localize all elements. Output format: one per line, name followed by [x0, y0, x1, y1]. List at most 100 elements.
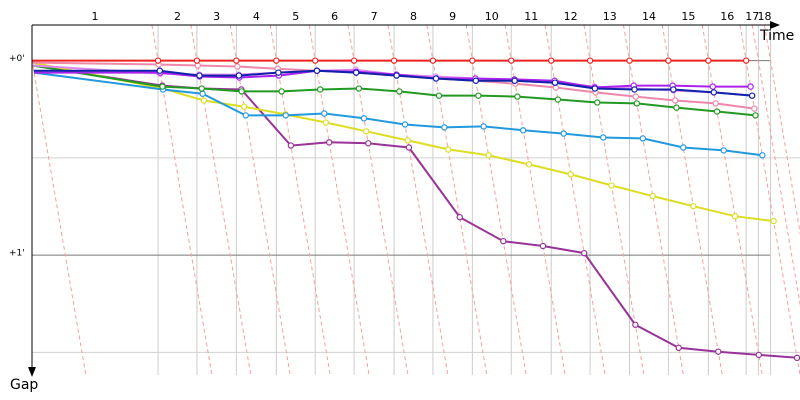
point-marker [198, 85, 205, 92]
point-marker [241, 103, 248, 110]
point-marker [316, 86, 324, 93]
point-marker [282, 112, 289, 119]
point-marker [508, 57, 515, 64]
point-marker [709, 83, 717, 90]
point-marker [159, 83, 166, 90]
point-marker [500, 237, 507, 245]
point-marker [322, 119, 330, 126]
point-marker [551, 79, 559, 86]
point-marker [326, 139, 333, 146]
point-marker [548, 57, 555, 64]
lap-label: 14 [642, 10, 656, 23]
point-marker [235, 72, 243, 79]
lap-label: 9 [449, 10, 456, 23]
lap-label: 11 [524, 10, 538, 23]
point-marker [234, 63, 241, 70]
point-marker [690, 202, 697, 210]
x-axis-arrow [770, 21, 780, 29]
lap-front [229, 25, 291, 375]
point-marker [705, 57, 712, 64]
point-marker [511, 77, 518, 84]
lap-front [739, 25, 800, 375]
point-marker [560, 130, 567, 137]
point-marker [396, 88, 403, 95]
lap-label: 17 [745, 10, 759, 23]
point-marker [755, 351, 762, 359]
point-marker [525, 161, 533, 168]
point-marker [156, 67, 163, 74]
point-marker [321, 110, 328, 117]
point-marker [539, 242, 547, 250]
point-marker [600, 134, 607, 141]
point-marker [591, 85, 599, 92]
point-marker [196, 72, 203, 79]
x-axis-label: Time [759, 28, 794, 44]
lap-label: 5 [292, 10, 299, 23]
lap-front [583, 25, 645, 375]
lap-label: 15 [681, 10, 695, 23]
point-marker [360, 115, 368, 122]
point-marker [469, 57, 476, 64]
y-axis-arrow [28, 367, 36, 377]
point-marker [594, 99, 601, 106]
point-marker [673, 104, 680, 111]
lap-label: 7 [371, 10, 378, 23]
point-marker [480, 123, 487, 130]
point-marker [632, 93, 639, 100]
point-marker [365, 140, 372, 147]
point-marker [275, 69, 282, 76]
point-marker [567, 171, 574, 178]
point-marker [456, 213, 463, 221]
point-marker [238, 88, 245, 95]
point-marker [747, 83, 754, 90]
lap-label: 18 [757, 10, 771, 23]
point-marker [350, 57, 358, 64]
point-marker [639, 135, 647, 142]
point-marker [429, 57, 437, 64]
point-marker [715, 348, 722, 355]
y-tick-label: +0' [9, 54, 25, 64]
point-marker [731, 213, 739, 220]
lap-label: 16 [720, 10, 734, 23]
lap-front [544, 25, 606, 375]
point-marker [200, 97, 207, 104]
lap-front [269, 25, 331, 375]
point-marker [626, 57, 633, 64]
lap-front [426, 25, 488, 375]
lap-label: 4 [253, 10, 260, 23]
point-marker [390, 57, 398, 64]
point-marker [675, 344, 682, 351]
point-marker [748, 92, 756, 99]
series-lines [32, 57, 800, 362]
point-marker [759, 152, 766, 159]
lap-front [308, 25, 370, 375]
lap-front [387, 25, 449, 375]
point-marker [710, 89, 718, 96]
point-marker [472, 77, 480, 84]
point-marker [444, 146, 452, 153]
point-marker [312, 57, 319, 64]
lap-front [622, 25, 684, 375]
point-marker [393, 72, 400, 79]
lap-front [763, 25, 800, 236]
point-marker [441, 124, 448, 131]
lap-label: 8 [410, 10, 417, 23]
point-marker [680, 144, 687, 151]
lap-label: 3 [213, 10, 220, 23]
point-marker [713, 108, 721, 115]
point-marker [273, 57, 280, 64]
lap-label: 12 [564, 10, 578, 23]
lap-fronts [32, 25, 800, 375]
point-marker [742, 57, 750, 64]
point-marker [720, 147, 727, 154]
lap-front [701, 25, 763, 375]
point-marker [362, 128, 370, 135]
lap-label: 1 [92, 10, 99, 23]
point-marker [586, 57, 594, 64]
point-marker [554, 96, 562, 103]
point-marker [278, 88, 285, 95]
point-marker [751, 105, 758, 112]
point-marker [519, 127, 527, 134]
point-marker [649, 192, 656, 200]
